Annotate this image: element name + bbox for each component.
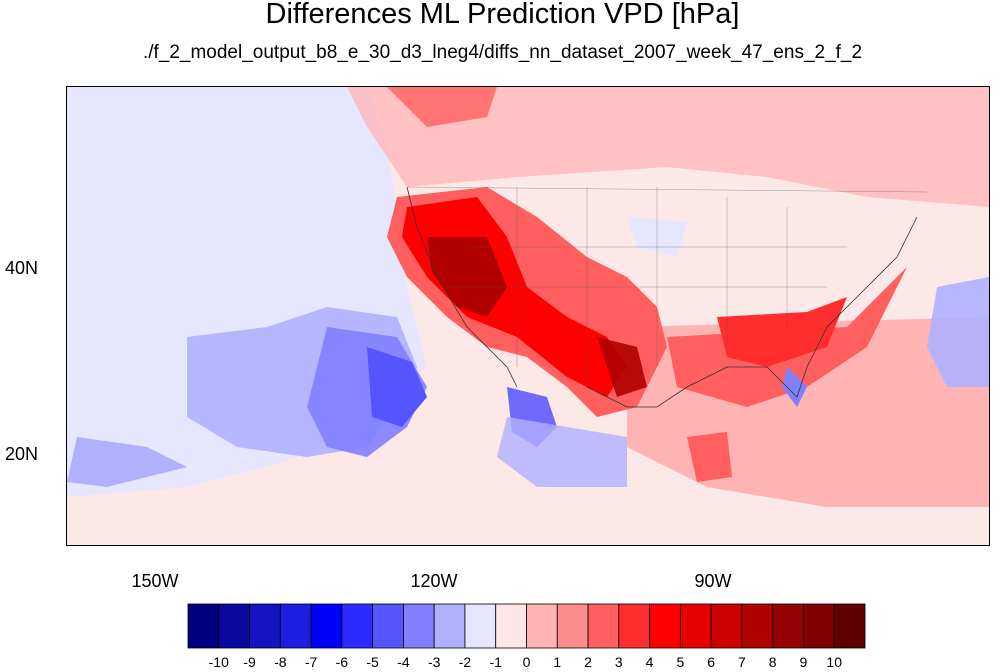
california-dark-red-core [427,237,507,317]
colorbar-tick-label: -5 [366,654,379,670]
texas-dark-red-core [597,337,647,397]
baja-blue-core [367,347,427,427]
colorbar-tick-label: 0 [522,654,531,670]
coastline [406,186,918,408]
colorbar-swatch [372,603,404,649]
colorbar-swatch [249,603,281,649]
georgia-red-core [717,297,847,367]
colorbar-tick-label: -4 [397,654,410,670]
alaska-red-patch [387,87,497,127]
figure-title: Differences ML Prediction VPD [hPa] [265,0,740,30]
colorbar-swatch [526,603,558,649]
colorbar-swatch [556,603,589,649]
south-pacific-blue-patch [67,437,187,487]
colorbar-tick-label: 10 [826,654,842,670]
lon-label-90w: 90W [694,571,732,591]
colorbar-tick-label: -9 [243,654,256,670]
colorbar-tick-label: -10 [208,654,229,670]
map-panel [66,86,990,546]
colorbar-swatch [679,603,712,649]
mexico-pacific-blue [497,417,627,487]
colorbar-swatch [618,603,650,649]
lon-label-120w: 120W [410,571,458,591]
colorbar [187,603,866,649]
colorbar-swatch [218,603,250,649]
colorbar-tick-label: 6 [707,654,716,670]
atlantic-blue [927,277,989,387]
state-boundaries [406,186,928,387]
colorbar-swatch [587,603,620,649]
colorbar-tick-label: -8 [274,654,287,670]
lon-label-150w: 150W [131,571,179,591]
colorbar-swatch [279,603,312,649]
lat-label-40n: 40N [4,258,38,278]
colorbar-swatch [433,603,466,649]
north-pink-band [347,87,989,207]
colorbar-tick-label: 2 [584,654,592,670]
central-america-red [687,432,732,482]
colorbar-tick-label: 8 [768,654,777,670]
colorbar-tick-label: -1 [489,654,502,670]
colorbar-swatch [710,603,743,649]
lat-label-20n: 20N [4,444,38,464]
colorbar-swatch [187,603,220,649]
colorbar-swatch [741,603,774,649]
colorbar-swatch [310,603,343,649]
colorbar-swatch [403,603,435,649]
colorbar-swatch [495,603,527,649]
colorbar-tick-label: -2 [458,654,472,670]
figure-subtitle: ./f_2_model_output_b8_e_30_d3_lneg4/diff… [142,42,863,63]
vpd-difference-map [67,87,989,545]
colorbar-tick-label: -7 [304,654,318,670]
colorbar-tick-label: -3 [427,654,441,670]
colorbar-tick-label: 4 [645,654,654,670]
colorbar-tick-label: 1 [553,654,562,670]
colorbar-tick-label: 3 [614,654,623,670]
colorbar-swatch [649,603,681,649]
colorbar-swatch [464,603,497,649]
colorbar-swatch [341,603,374,649]
colorbar-tick-label: -6 [335,654,349,670]
colorbar-tick-label: 9 [799,654,808,670]
colorbar-tick-label: 7 [738,654,746,670]
colorbar-tick-label: 5 [676,654,685,670]
colorbar-swatch [772,603,804,649]
colorbar-swatch [833,603,866,649]
colorbar-swatch [803,603,835,649]
florida-blue [782,367,807,407]
